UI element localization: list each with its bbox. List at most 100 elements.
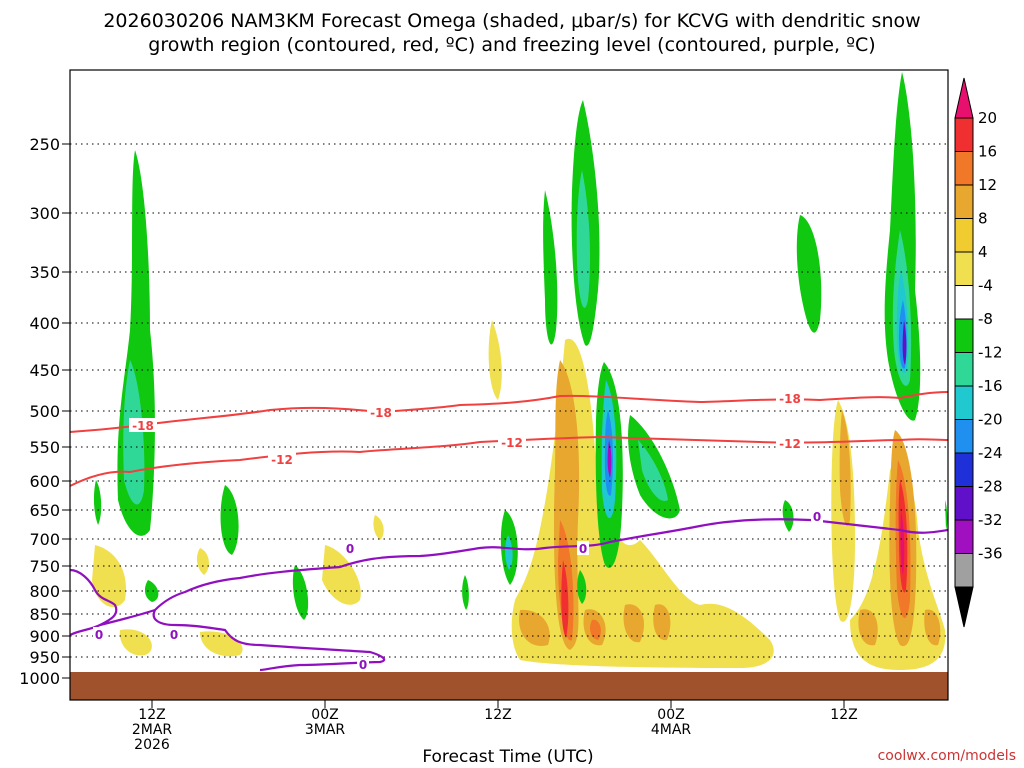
omega-region-violet — [902, 320, 907, 365]
colorbar-label: 12 — [978, 176, 997, 194]
y-tick-label: 250 — [29, 135, 60, 154]
omega-region-gold — [519, 609, 550, 646]
contour-label-bg — [357, 657, 369, 671]
chart-title-line1: 2026030206 NAM3KM Forecast Omega (shaded… — [103, 10, 920, 32]
omega-region-yellow — [373, 515, 384, 540]
contour-label: 0 — [346, 542, 354, 556]
colorbar-label: 20 — [978, 109, 997, 127]
colorbar-segment — [954, 352, 974, 387]
colorbar-segment — [954, 519, 974, 554]
contour-label-bg — [577, 541, 589, 555]
colorbar-segment — [954, 151, 974, 186]
colorbar-segment — [954, 218, 974, 253]
credit-text: coolwx.com/models — [878, 748, 1016, 764]
y-tick-label: 1000 — [19, 669, 60, 688]
omega-region-green — [543, 190, 558, 345]
contour-label-bg — [168, 627, 180, 641]
omega-region-magenta — [900, 510, 905, 575]
colorbar-segment — [954, 419, 974, 454]
omega-region-green — [462, 575, 469, 610]
contour-label: -18 — [779, 392, 801, 406]
colorbar-label: 4 — [978, 243, 988, 261]
ground-surface — [70, 672, 948, 700]
y-tick-label: 900 — [29, 627, 60, 646]
y-tick-label: 700 — [29, 530, 60, 549]
contour-labels: -18 -18 -18 -12 -12 -12 0 0 0 0 0 0 — [93, 391, 823, 672]
y-tick-label: 750 — [29, 557, 60, 576]
colorbar: 20 16 12 8 4 -4 -8 -12 -16 -20 -24 -28 -32 -36 — [954, 77, 1003, 628]
contour-label-bg — [498, 435, 526, 449]
contour-label-bg — [776, 436, 804, 450]
colorbar-segment — [954, 486, 974, 521]
colorbar-label: -8 — [978, 310, 993, 328]
omega-region-gold — [623, 604, 645, 643]
contour-label: -18 — [370, 406, 392, 420]
colorbar-label: -36 — [978, 545, 1003, 563]
contour-label: 0 — [579, 542, 587, 556]
y-tick-label: 400 — [29, 314, 60, 333]
omega-region-green — [292, 565, 309, 620]
colorbar-segment — [954, 117, 974, 152]
y-tick-label: 950 — [29, 648, 60, 667]
colorbar-segment — [954, 318, 974, 353]
colorbar-label: -16 — [978, 377, 1003, 395]
x-tick-label: 12Z — [484, 707, 511, 723]
omega-region-yellow — [92, 545, 126, 608]
x-tick-label: 12Z — [830, 707, 857, 723]
omega-region-green — [945, 500, 948, 530]
omega-region-green — [220, 485, 239, 555]
x-tick-label: 2026 — [134, 737, 170, 753]
y-tick-label: 300 — [29, 204, 60, 223]
x-tick-label: 4MAR — [651, 722, 692, 738]
contour-label-bg — [129, 418, 157, 432]
omega-region-green — [577, 570, 587, 604]
chart-title-line2: growth region (contoured, red, ºC) and f… — [148, 34, 875, 56]
contour-label-bg — [344, 541, 356, 555]
omega-region-yellow — [488, 320, 502, 400]
plot-background — [70, 70, 948, 700]
colorbar-label: -28 — [978, 478, 1003, 496]
contour-minus18 — [69, 391, 949, 433]
y-tick-label: 800 — [29, 582, 60, 601]
contour-label: -12 — [501, 436, 523, 450]
contour-label: -18 — [132, 419, 154, 433]
y-tick-label: 550 — [29, 438, 60, 457]
contour-label: 0 — [359, 658, 367, 672]
colorbar-label: -20 — [978, 411, 1003, 429]
y-tick-label: 500 — [29, 402, 60, 421]
omega-region-green — [144, 580, 159, 602]
contour-label: 0 — [170, 628, 178, 642]
x-tick-label: 3MAR — [305, 722, 346, 738]
colorbar-label: -12 — [978, 344, 1003, 362]
omega-region-yellow — [119, 629, 152, 656]
y-axis-ticks: 250 300 350 400 450 500 550 600 650 700 750 800 850 9… — [19, 135, 70, 688]
omega-region-teal — [505, 535, 513, 570]
colorbar-label: -4 — [978, 277, 993, 295]
omega-region-green — [782, 500, 794, 532]
colorbar-label: 16 — [978, 143, 997, 161]
colorbar-label: -24 — [978, 444, 1003, 462]
omega-region-orange — [590, 619, 601, 640]
colorbar-segment — [954, 285, 974, 320]
contour-label: -12 — [779, 437, 801, 451]
colorbar-bottom-arrow — [954, 586, 974, 628]
omega-region-red — [561, 560, 569, 638]
x-tick-label: 12Z — [138, 707, 165, 723]
contour-label-bg — [367, 405, 395, 419]
y-tick-label: 850 — [29, 605, 60, 624]
omega-region-yellow — [322, 545, 361, 605]
contour-label-bg — [776, 391, 804, 405]
contour-freezing-level — [69, 518, 949, 672]
x-tick-label: 00Z — [657, 707, 684, 723]
omega-region-green — [93, 480, 102, 525]
omega-region-gold — [653, 604, 671, 641]
colorbar-segment — [954, 452, 974, 487]
y-tick-label: 650 — [29, 501, 60, 520]
colorbar-label: -32 — [978, 511, 1003, 529]
contour-label-bg — [811, 509, 823, 523]
x-axis-title: Forecast Time (UTC) — [422, 747, 593, 767]
colorbar-segment — [954, 385, 974, 420]
colorbar-segment — [954, 553, 974, 588]
